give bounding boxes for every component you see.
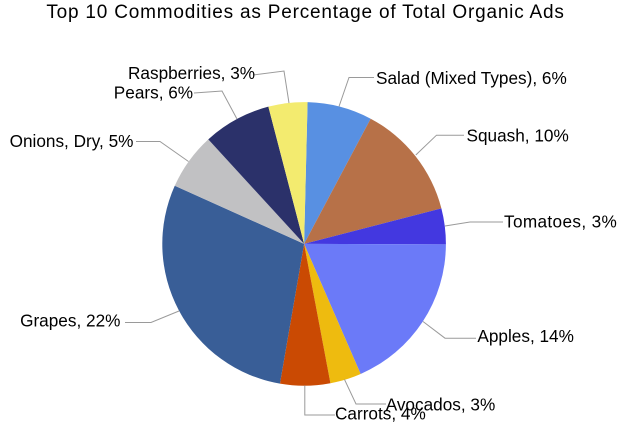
svg-text:Apples, 14%: Apples, 14% xyxy=(477,326,574,346)
svg-text:Raspberries, 3%: Raspberries, 3% xyxy=(128,63,255,83)
svg-text:Avocados, 3%: Avocados, 3% xyxy=(386,394,496,414)
svg-text:Squash, 10%: Squash, 10% xyxy=(467,125,569,145)
svg-text:Pears, 6%: Pears, 6% xyxy=(114,83,193,103)
svg-text:Top 10 Commodities as Percenta: Top 10 Commodities as Percentage of Tota… xyxy=(46,2,564,23)
svg-text:Salad (Mixed Types), 6%: Salad (Mixed Types), 6% xyxy=(376,68,567,88)
svg-text:Tomatoes, 3%: Tomatoes, 3% xyxy=(504,212,617,232)
svg-text:Carrots, 4%: Carrots, 4% xyxy=(335,403,426,423)
svg-text:Grapes, 22%: Grapes, 22% xyxy=(20,311,120,331)
svg-text:Onions, Dry, 5%: Onions, Dry, 5% xyxy=(10,131,134,151)
